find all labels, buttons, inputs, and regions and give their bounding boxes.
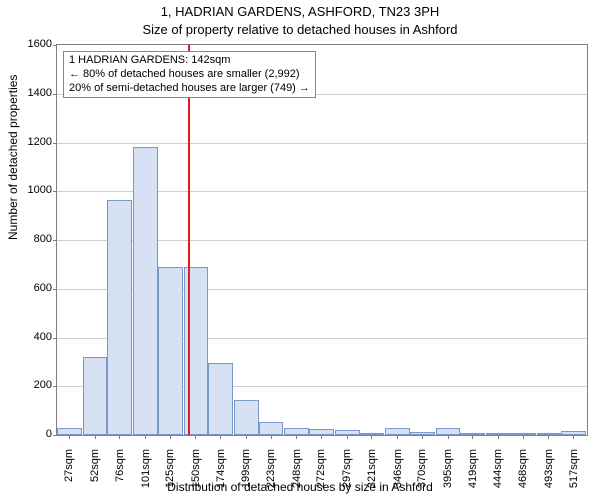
y-tick-label: 1000 <box>12 184 52 196</box>
x-tick-mark <box>296 435 297 439</box>
x-tick-mark <box>498 435 499 439</box>
y-tick-label: 0 <box>12 428 52 440</box>
histogram-bar <box>57 428 82 435</box>
y-tick-mark <box>53 338 57 339</box>
y-tick-label: 1600 <box>12 38 52 50</box>
x-tick-mark <box>573 435 574 439</box>
x-tick-mark <box>170 435 171 439</box>
plot-area: 27sqm52sqm76sqm101sqm125sqm150sqm174sqm1… <box>56 44 588 436</box>
x-tick-mark <box>119 435 120 439</box>
x-axis-label: Distribution of detached houses by size … <box>0 480 600 494</box>
x-tick-mark <box>448 435 449 439</box>
y-tick-label: 400 <box>12 331 52 343</box>
x-tick-mark <box>95 435 96 439</box>
y-tick-label: 800 <box>12 233 52 245</box>
histogram-bar <box>436 428 461 435</box>
histogram-bar <box>107 200 132 435</box>
x-tick-mark <box>69 435 70 439</box>
y-tick-label: 1400 <box>12 87 52 99</box>
y-tick-mark <box>53 289 57 290</box>
annotation-box: 1 HADRIAN GARDENS: 142sqm← 80% of detach… <box>63 51 316 98</box>
y-tick-mark <box>53 143 57 144</box>
x-tick-mark <box>523 435 524 439</box>
y-tick-mark <box>53 191 57 192</box>
x-tick-mark <box>195 435 196 439</box>
chart-title-line1: 1, HADRIAN GARDENS, ASHFORD, TN23 3PH <box>0 4 600 19</box>
histogram-bar <box>234 400 259 435</box>
gridline <box>57 143 587 144</box>
y-tick-mark <box>53 435 57 436</box>
histogram-bar <box>284 428 309 435</box>
x-tick-mark <box>145 435 146 439</box>
y-axis-label: Number of detached properties <box>6 75 20 240</box>
x-tick-mark <box>371 435 372 439</box>
y-tick-label: 600 <box>12 282 52 294</box>
histogram-bar <box>385 428 410 435</box>
x-tick-mark <box>347 435 348 439</box>
x-tick-mark <box>246 435 247 439</box>
x-tick-mark <box>548 435 549 439</box>
annotation-line: 20% of semi-detached houses are larger (… <box>69 82 310 96</box>
y-tick-mark <box>53 45 57 46</box>
x-tick-mark <box>321 435 322 439</box>
x-tick-mark <box>271 435 272 439</box>
x-tick-mark <box>472 435 473 439</box>
histogram-bar <box>158 267 183 435</box>
histogram-bar <box>133 147 158 435</box>
histogram-bar <box>259 422 284 435</box>
y-tick-label: 200 <box>12 379 52 391</box>
histogram-bar <box>83 357 108 435</box>
chart-container: 1, HADRIAN GARDENS, ASHFORD, TN23 3PH Si… <box>0 0 600 500</box>
x-tick-mark <box>397 435 398 439</box>
y-tick-mark <box>53 240 57 241</box>
y-tick-mark <box>53 94 57 95</box>
x-tick-mark <box>220 435 221 439</box>
annotation-line: ← 80% of detached houses are smaller (2,… <box>69 68 310 82</box>
chart-title-line2: Size of property relative to detached ho… <box>0 22 600 37</box>
y-tick-mark <box>53 386 57 387</box>
x-tick-mark <box>422 435 423 439</box>
histogram-bar <box>208 363 233 435</box>
reference-line <box>188 45 190 435</box>
y-tick-label: 1200 <box>12 136 52 148</box>
annotation-line: 1 HADRIAN GARDENS: 142sqm <box>69 54 310 68</box>
